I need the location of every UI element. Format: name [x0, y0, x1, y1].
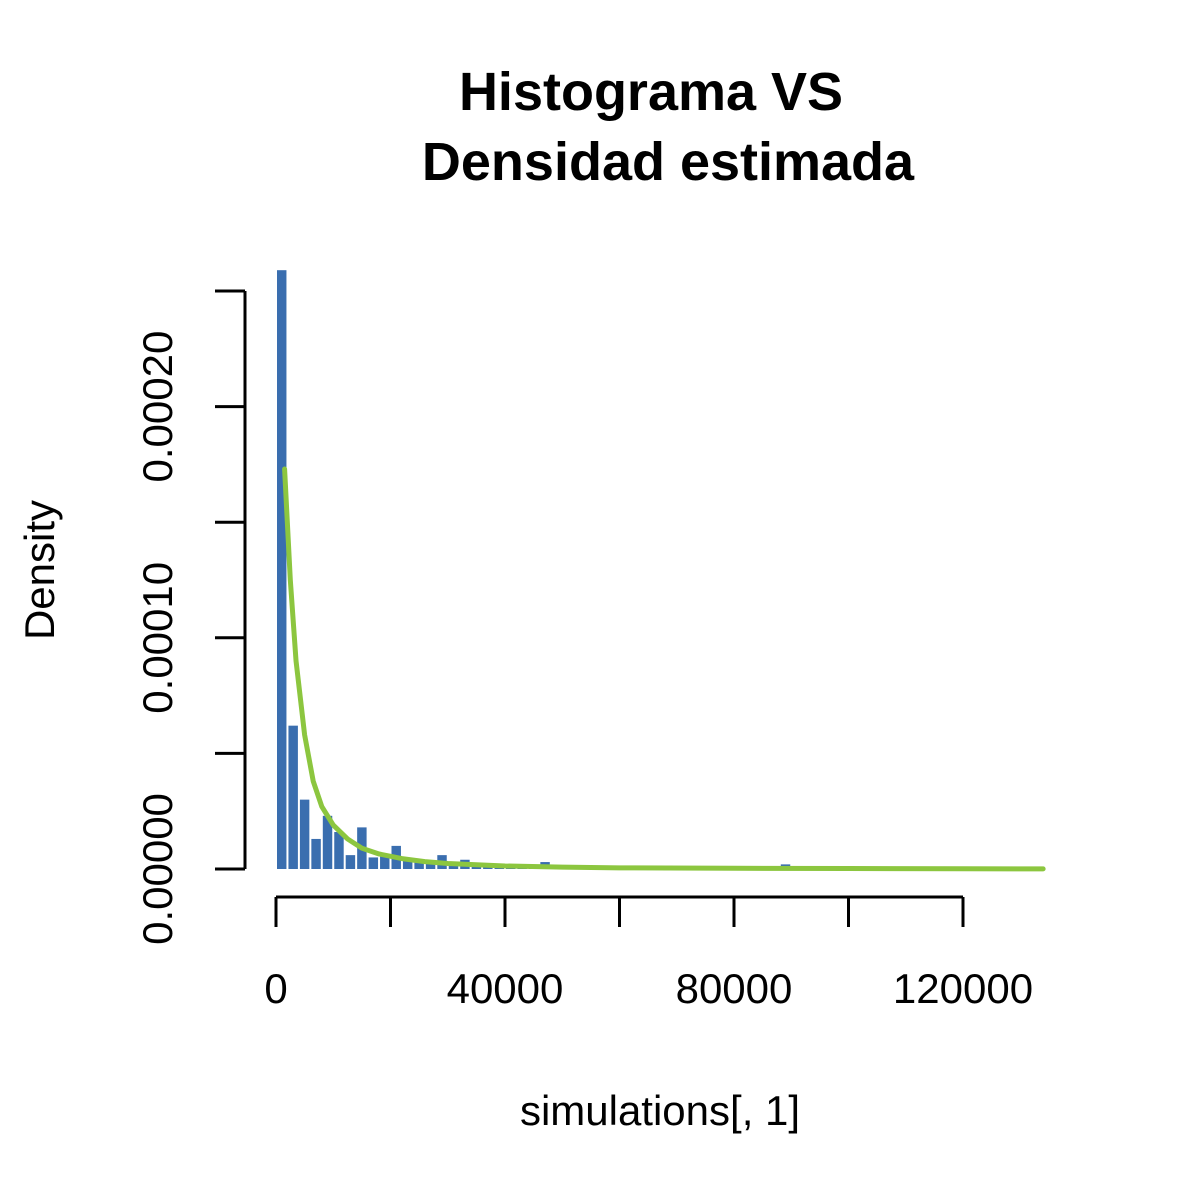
histogram-bar-9: [380, 855, 390, 869]
density-curve-group: [282, 466, 1046, 872]
chart-title-line1: Histograma VS: [459, 62, 843, 122]
chart-title-line2: Densidad estimada: [422, 132, 915, 192]
histogram-bar-18: [483, 866, 493, 869]
density-curve-line: [282, 466, 1046, 872]
x-tick-label-4: 80000: [676, 965, 793, 1012]
y-axis-ticks: 0.00000 0.00010 0.00020: [134, 289, 245, 945]
x-axis-label: simulations[, 1]: [520, 1087, 800, 1134]
y-tick-label-4: 0.00020: [134, 331, 181, 483]
histogram-bar-11: [402, 859, 413, 869]
histogram-bar-6: [345, 855, 356, 869]
histogram-bar-2: [299, 799, 310, 869]
histogram-bar-8: [368, 857, 379, 869]
x-tick-label-0: 0: [264, 965, 287, 1012]
histogram-bar-13: [425, 862, 436, 869]
y-tick-label-0: 0.00000: [134, 793, 181, 945]
histogram-bar-1: [288, 725, 298, 869]
histogram-bar-3: [311, 838, 321, 869]
histogram-bar-0: [277, 270, 287, 869]
y-tick-label-2: 0.00010: [134, 562, 181, 714]
x-tick-label-2: 40000: [447, 965, 564, 1012]
histogram-bar-15: [448, 864, 459, 869]
x-axis-ticks: 0 40000 80000 120000: [264, 897, 1033, 1012]
histogram-bar-12: [414, 862, 424, 869]
histogram-bar-4: [322, 815, 333, 869]
y-axis-label: Density: [16, 500, 63, 640]
x-tick-label-6: 120000: [893, 965, 1033, 1012]
histogram-bar-5: [334, 832, 344, 869]
histogram-bar-17: [471, 866, 482, 869]
histogram-bars: [277, 270, 791, 869]
